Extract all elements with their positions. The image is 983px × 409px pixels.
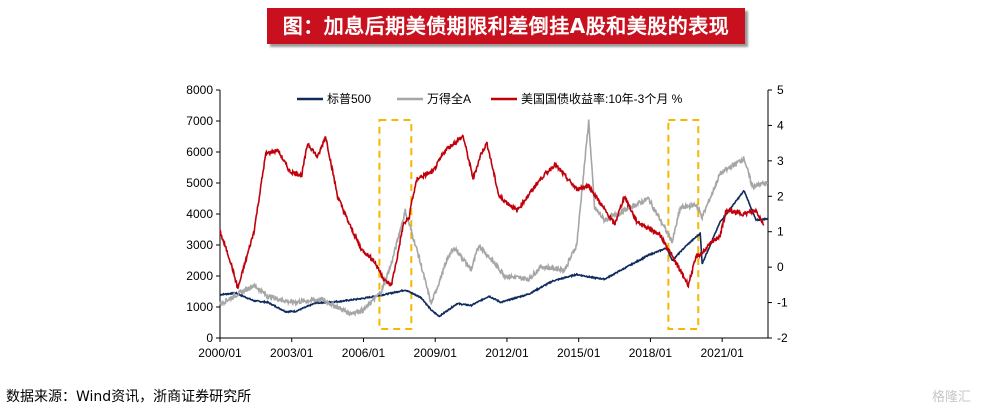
- left-tick-label: 7000: [186, 114, 213, 128]
- x-tick-label: 2021/01: [700, 346, 744, 360]
- x-tick-label: 2018/01: [629, 346, 673, 360]
- x-tick-label: 2006/01: [342, 346, 386, 360]
- series-line: [219, 134, 765, 289]
- right-tick-label: 0: [777, 260, 784, 274]
- series-line: [219, 119, 769, 317]
- legend-label: 万得全A: [427, 91, 471, 106]
- left-tick-label: 5000: [186, 176, 213, 190]
- left-tick-label: 8000: [186, 83, 213, 97]
- left-tick-label: 3000: [186, 238, 213, 252]
- left-tick-label: 2000: [186, 269, 213, 283]
- x-tick-label: 2003/01: [270, 346, 314, 360]
- chart-title: 图：加息后期美债期限利差倒挂A股和美股的表现: [267, 8, 745, 44]
- right-tick-label: 3: [777, 154, 784, 168]
- left-tick-label: 4000: [186, 207, 213, 221]
- legend-label: 美国国债收益率:10年-3个月 %: [521, 91, 683, 106]
- right-tick-label: 5: [777, 83, 784, 97]
- highlight-box: [378, 119, 413, 330]
- watermark: 格隆汇: [931, 390, 971, 405]
- highlight-box: [667, 119, 700, 330]
- right-tick-label: -2: [777, 331, 788, 345]
- left-tick-label: 0: [206, 331, 213, 345]
- left-tick-label: 6000: [186, 145, 213, 159]
- right-tick-label: 4: [777, 118, 784, 132]
- right-tick-label: 2: [777, 189, 784, 203]
- series-line: [219, 189, 769, 318]
- left-tick-label: 1000: [186, 300, 213, 314]
- x-tick-label: 2015/01: [557, 346, 601, 360]
- right-tick-label: 1: [777, 225, 784, 239]
- legend-label: 标普500: [327, 92, 371, 106]
- x-tick-label: 2000/01: [198, 346, 242, 360]
- source-note: 数据来源：Wind资讯，浙商证券研究所: [6, 389, 252, 405]
- x-tick-label: 2012/01: [485, 346, 529, 360]
- right-tick-label: -1: [777, 296, 788, 310]
- x-tick-label: 2009/01: [414, 346, 458, 360]
